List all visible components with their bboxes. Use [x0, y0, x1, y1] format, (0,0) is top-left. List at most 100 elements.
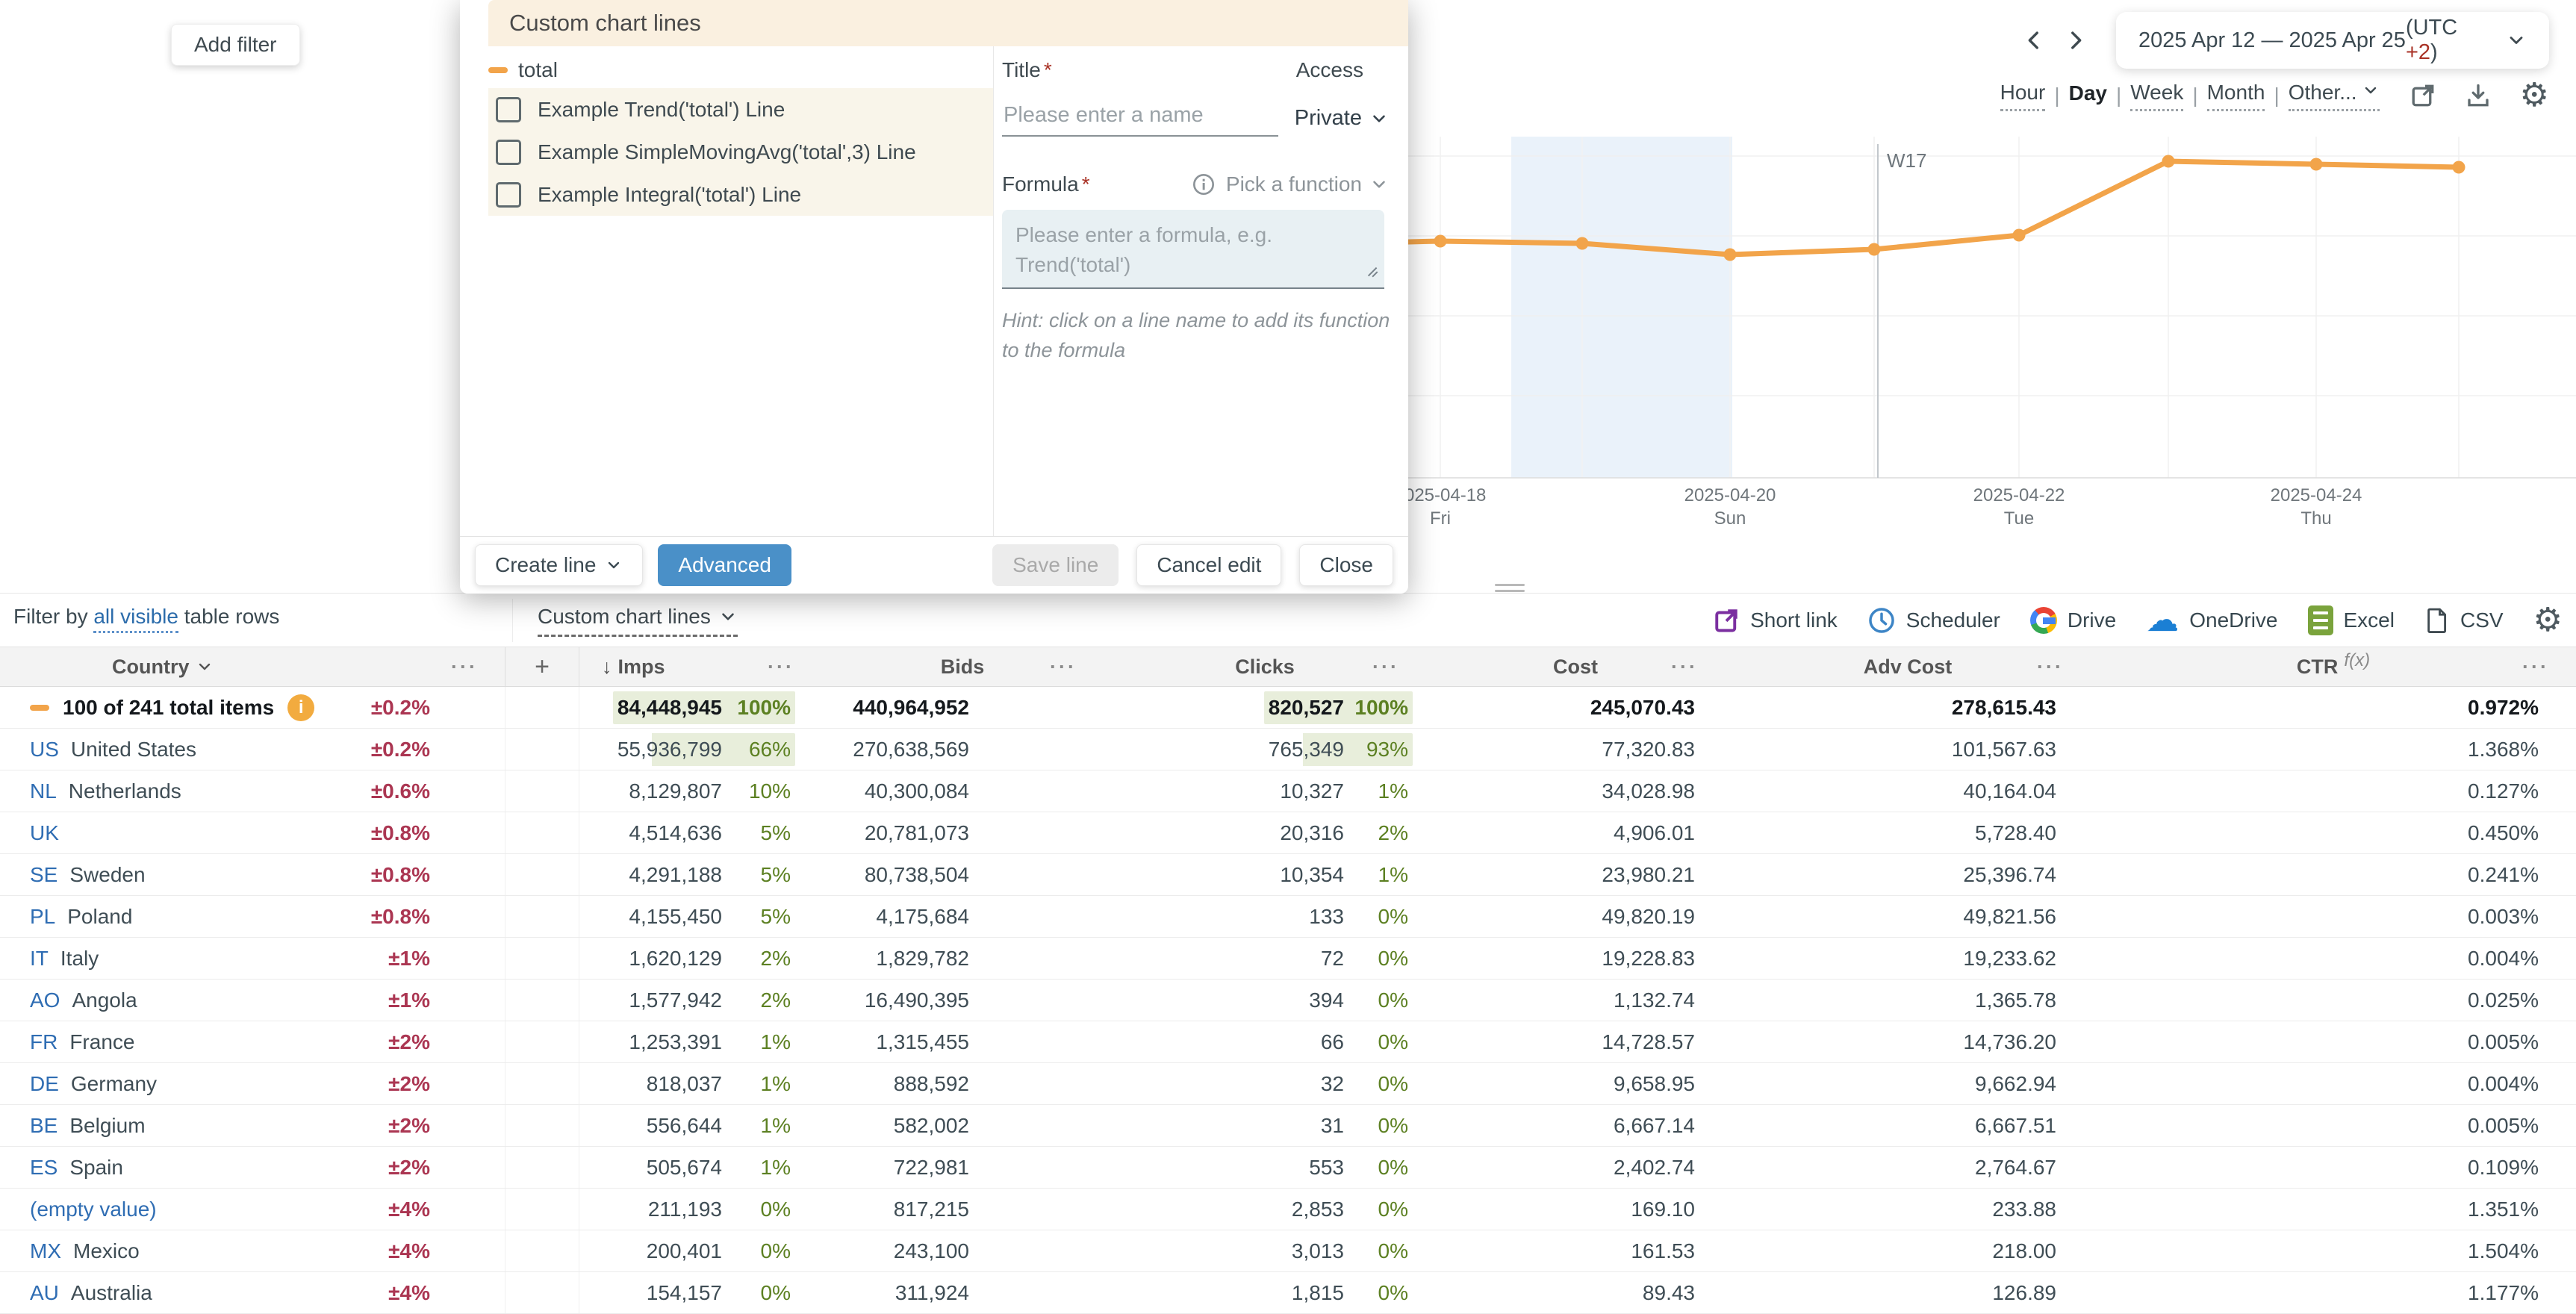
table-row[interactable]: UK ±0.8% 4,514,636 5% 20,781,073 20,316 2% 4,90… — [0, 812, 2576, 854]
cancel-edit-button[interactable]: Cancel edit — [1136, 544, 1282, 586]
imps-cell: 200,401 0% — [579, 1230, 821, 1271]
table-row[interactable]: ES Spain ±2% 505,674 1% 722,981 553 0% 2,402.74 2… — [0, 1147, 2576, 1189]
clicks-value-wrap: 553 0% — [1304, 1151, 1413, 1184]
imps-header-label[interactable]: Imps — [617, 655, 665, 678]
onedrive-cloud-button[interactable]: ☁ OneDrive — [2146, 604, 2277, 637]
access-select[interactable]: Private — [1295, 100, 1389, 137]
cost-cell: 34,028.98 — [1426, 770, 1725, 812]
all-visible-link[interactable]: all visible — [93, 605, 178, 633]
country-code-link[interactable]: NL — [30, 779, 57, 803]
table-row[interactable]: MX Mexico ±4% 200,401 0% 243,100 3,013 0% 161.53… — [0, 1230, 2576, 1272]
chevron-down-icon — [1369, 175, 1389, 194]
open-in-new-button[interactable] — [2409, 82, 2436, 109]
column-menu-icon[interactable]: ··· — [2037, 655, 2064, 678]
section-resize-handle[interactable] — [1495, 584, 1525, 596]
close-button[interactable]: Close — [1299, 544, 1393, 586]
bids-value: 243,100 — [893, 1239, 969, 1262]
table-row[interactable]: AO Angola ±1% 1,577,942 2% 16,490,395 394 0% 1,1… — [0, 980, 2576, 1021]
granularity-week[interactable]: Week — [2130, 81, 2184, 111]
series-name: total — [518, 58, 558, 81]
create-line-button[interactable]: Create line — [475, 544, 644, 586]
custom-chart-lines-toggle[interactable]: Custom chart lines — [538, 605, 738, 637]
chevron-right-icon — [2071, 31, 2082, 49]
table-body: 100 of 241 total items i ±0.2% 84,448,945 10… — [0, 687, 2576, 1314]
excel-sheet-button[interactable]: Excel — [2307, 605, 2395, 635]
country-code-link[interactable]: BE — [30, 1113, 58, 1137]
add-filter-button[interactable]: Add filter — [171, 24, 300, 66]
granularity-month[interactable]: Month — [2206, 81, 2265, 111]
next-period-button[interactable] — [2055, 19, 2097, 61]
country-code-link[interactable]: IT — [30, 946, 49, 970]
formula-textarea[interactable] — [1002, 210, 1384, 287]
bids-header-label[interactable]: Bids — [940, 655, 985, 678]
bids-cell: 440,964,952 — [821, 687, 1104, 728]
example-line-option[interactable]: Example Trend('total') Line — [488, 88, 993, 131]
column-menu-icon[interactable]: ··· — [768, 655, 794, 678]
table-row[interactable]: US United States ±0.2% 55,936,799 66% 270,638… — [0, 729, 2576, 770]
csv-file-button[interactable]: CSV — [2424, 606, 2504, 635]
checkbox-icon[interactable] — [496, 96, 521, 122]
clicks-cell: 3,013 0% — [1104, 1230, 1426, 1271]
country-code-link[interactable]: MX — [30, 1239, 61, 1262]
table-row[interactable]: NL Netherlands ±0.6% 8,129,807 10% 40,300,084… — [0, 770, 2576, 812]
table-row[interactable]: PL Poland ±0.8% 4,155,450 5% 4,175,684 133 0% 49… — [0, 896, 2576, 938]
resize-handle-icon[interactable] — [1363, 263, 1380, 283]
table-row[interactable]: AU Australia ±4% 154,157 0% 311,924 1,815 0% 89.… — [0, 1272, 2576, 1314]
adv-cost-header-label[interactable]: Adv Cost — [1863, 655, 1953, 678]
granularity-other[interactable]: Other... — [2288, 81, 2380, 111]
chevron-down-icon — [196, 658, 214, 676]
save-line-button[interactable]: Save line — [992, 544, 1119, 586]
column-menu-icon[interactable]: ··· — [1671, 655, 1698, 678]
table-settings-button[interactable]: ⚙ — [2533, 604, 2563, 637]
country-code-link[interactable]: DE — [30, 1071, 59, 1095]
table-row[interactable]: DE Germany ±2% 818,037 1% 888,592 32 0% 9,658.95… — [0, 1063, 2576, 1105]
country-code-link[interactable]: AU — [30, 1280, 59, 1304]
download-chart-button[interactable] — [2465, 82, 2492, 109]
cost-header-label[interactable]: Cost — [1553, 655, 1598, 678]
example-line-option[interactable]: Example SimpleMovingAvg('total',3) Line — [488, 131, 993, 173]
adv-cost-cell: 40,164.04 — [1725, 770, 2091, 812]
table-row[interactable]: (empty value) ±4% 211,193 0% 817,215 2,853 0% 1… — [0, 1189, 2576, 1230]
short-link-button[interactable]: Short link — [1713, 607, 1838, 634]
plus-icon[interactable]: + — [535, 652, 550, 681]
table-row[interactable]: BE Belgium ±2% 556,644 1% 582,002 31 0% 6,667.14… — [0, 1105, 2576, 1147]
pick-function-dropdown[interactable]: Pick a function — [1192, 172, 1389, 196]
chart-settings-button[interactable]: ⚙ — [2520, 79, 2549, 112]
column-menu-icon[interactable]: ··· — [2522, 655, 2549, 678]
country-code-link[interactable]: ES — [30, 1155, 58, 1179]
checkbox-icon[interactable] — [496, 181, 521, 208]
title-input[interactable] — [1002, 100, 1278, 137]
table-row[interactable]: IT Italy ±1% 1,620,129 2% 1,829,782 72 0% 19,228… — [0, 938, 2576, 980]
example-line-option[interactable]: Example Integral('total') Line — [488, 173, 993, 216]
advanced-button[interactable]: Advanced — [658, 544, 791, 586]
country-code-link[interactable]: AO — [30, 988, 60, 1012]
granularity-day[interactable]: Day — [2068, 81, 2107, 105]
country-code-link[interactable]: US — [30, 737, 59, 761]
imps-value-wrap: 84,448,945 100% — [612, 691, 795, 724]
checkbox-icon[interactable] — [496, 139, 521, 165]
ctr-header-label[interactable]: CTR — [2296, 655, 2339, 678]
google-drive-button[interactable]: Drive — [2029, 607, 2116, 634]
info-icon[interactable]: i — [287, 694, 315, 721]
scheduler-clock-button[interactable]: Scheduler — [1867, 606, 2000, 635]
bids-value: 4,175,684 — [876, 904, 969, 928]
column-menu-icon[interactable]: ··· — [451, 655, 478, 678]
country-code-link[interactable]: FR — [30, 1030, 58, 1053]
country-code-link[interactable]: PL — [30, 904, 56, 928]
table-row[interactable]: FR France ±2% 1,253,391 1% 1,315,455 66 0% 14,72… — [0, 1021, 2576, 1063]
granularity-hour[interactable]: Hour — [2000, 81, 2046, 111]
prev-period-button[interactable] — [2013, 19, 2055, 61]
column-menu-icon[interactable]: ··· — [1372, 655, 1399, 678]
clicks-header-label[interactable]: Clicks — [1235, 655, 1295, 678]
country-name: Australia — [70, 1280, 152, 1304]
date-range-picker[interactable]: 2025 Apr 12 — 2025 Apr 25 (UTC +2) — [2116, 12, 2549, 69]
column-menu-icon[interactable]: ··· — [1050, 655, 1077, 678]
table-row[interactable]: 100 of 241 total items i ±0.2% 84,448,945 10… — [0, 687, 2576, 729]
country-code-link[interactable]: SE — [30, 862, 58, 886]
imps-cell: 154,157 0% — [579, 1272, 821, 1313]
title-label: Title * — [1002, 58, 1052, 81]
country-header-label[interactable]: Country — [112, 656, 214, 679]
table-row[interactable]: SE Sweden ±0.8% 4,291,188 5% 80,738,504 10,354… — [0, 854, 2576, 896]
series-legend-item[interactable]: total — [488, 54, 558, 87]
country-code-link[interactable]: UK — [30, 821, 59, 844]
